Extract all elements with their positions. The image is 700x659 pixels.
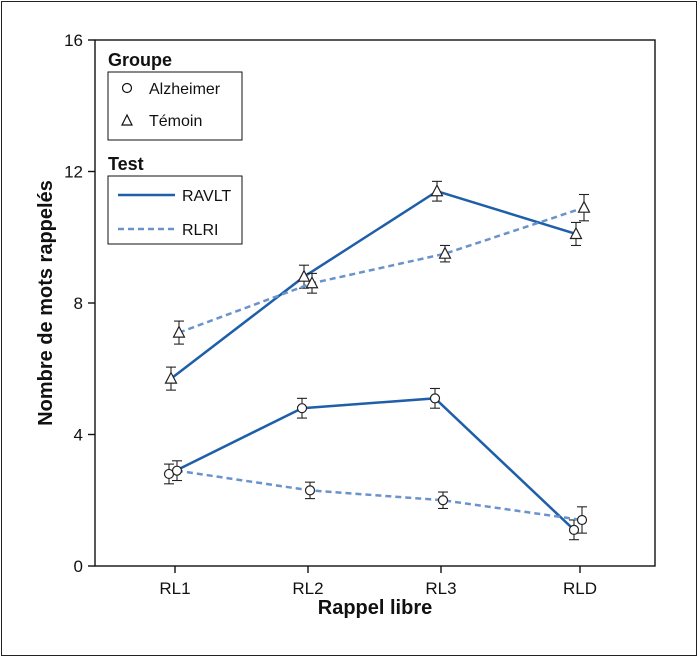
y-tick-label: 4 bbox=[74, 426, 83, 445]
data-point bbox=[305, 275, 319, 289]
x-tick-label: RLD bbox=[563, 579, 597, 598]
data-point bbox=[568, 524, 580, 535]
series-line bbox=[170, 189, 577, 380]
data-point bbox=[577, 200, 591, 213]
legend-rlri-label: RLRI bbox=[182, 222, 218, 239]
legend-ravlt-label: RAVLT bbox=[182, 188, 231, 205]
data-point bbox=[569, 226, 583, 240]
x-axis: RL1 RL2 RL3 RLD bbox=[159, 566, 597, 598]
legend-test-title: Test bbox=[108, 154, 144, 174]
data-point bbox=[297, 269, 311, 282]
legend-test-box bbox=[107, 175, 243, 245]
series-line bbox=[178, 206, 585, 334]
x-tick-label: RL3 bbox=[425, 579, 456, 598]
series-line bbox=[176, 469, 583, 522]
data-point bbox=[172, 325, 186, 338]
y-tick-label: 12 bbox=[64, 163, 83, 182]
x-tick-label: RL2 bbox=[292, 579, 323, 598]
data-point bbox=[171, 465, 183, 476]
data-point bbox=[437, 495, 449, 506]
legend-circle-marker bbox=[121, 82, 133, 94]
data-point bbox=[576, 514, 588, 526]
y-axis: 0 4 8 12 16 bbox=[64, 31, 95, 576]
data-point bbox=[430, 183, 444, 197]
series-line bbox=[168, 397, 575, 531]
y-tick-label: 16 bbox=[64, 31, 83, 50]
data-point bbox=[164, 371, 178, 384]
legend-group-box bbox=[107, 71, 243, 141]
legend-temoin-label: Témoin bbox=[149, 113, 202, 130]
legend-triangle-marker bbox=[121, 113, 133, 126]
y-axis-title: Nombre de mots rappelés bbox=[35, 180, 57, 426]
legend-group-title: Groupe bbox=[108, 50, 172, 70]
data-point bbox=[296, 403, 308, 414]
y-tick-label: 8 bbox=[74, 294, 83, 313]
x-axis-title: Rappel libre bbox=[318, 597, 432, 619]
x-tick-label: RL1 bbox=[159, 579, 190, 598]
series-layer bbox=[163, 180, 591, 541]
legend: Groupe Alzheimer Témoin Test RAVLT RLRI bbox=[107, 50, 243, 245]
legend-alzheimer-label: Alzheimer bbox=[149, 81, 221, 98]
data-point bbox=[429, 393, 441, 404]
data-point bbox=[304, 485, 316, 496]
data-point bbox=[438, 246, 452, 259]
y-tick-label: 0 bbox=[74, 557, 83, 576]
